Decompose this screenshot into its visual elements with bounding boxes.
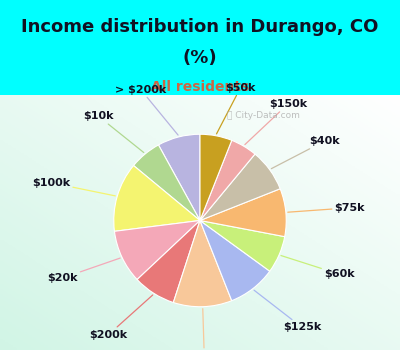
Text: $10k: $10k (83, 111, 144, 153)
Text: $30k: $30k (189, 309, 220, 350)
Text: $75k: $75k (288, 203, 365, 213)
Wedge shape (200, 140, 255, 220)
Text: $60k: $60k (281, 256, 355, 279)
Wedge shape (137, 220, 200, 302)
Wedge shape (200, 154, 280, 220)
Text: $200k: $200k (90, 295, 153, 340)
Text: Income distribution in Durango, CO: Income distribution in Durango, CO (21, 18, 379, 36)
Text: $50k: $50k (216, 83, 256, 134)
Text: All residents: All residents (151, 80, 249, 94)
Text: (%): (%) (183, 49, 217, 67)
Wedge shape (114, 220, 200, 280)
Wedge shape (200, 220, 285, 271)
Text: $20k: $20k (47, 258, 120, 283)
Wedge shape (134, 145, 200, 220)
Wedge shape (173, 220, 232, 307)
Text: $125k: $125k (254, 290, 321, 332)
Wedge shape (158, 134, 200, 220)
Wedge shape (114, 166, 200, 231)
Wedge shape (200, 220, 270, 301)
Text: $100k: $100k (32, 178, 115, 196)
Text: $40k: $40k (271, 136, 340, 169)
Text: $150k: $150k (245, 99, 307, 145)
Text: > $200k: > $200k (115, 84, 178, 135)
Wedge shape (200, 189, 286, 237)
Wedge shape (200, 134, 232, 220)
Text: ⓘ City-Data.com: ⓘ City-Data.com (227, 111, 300, 120)
